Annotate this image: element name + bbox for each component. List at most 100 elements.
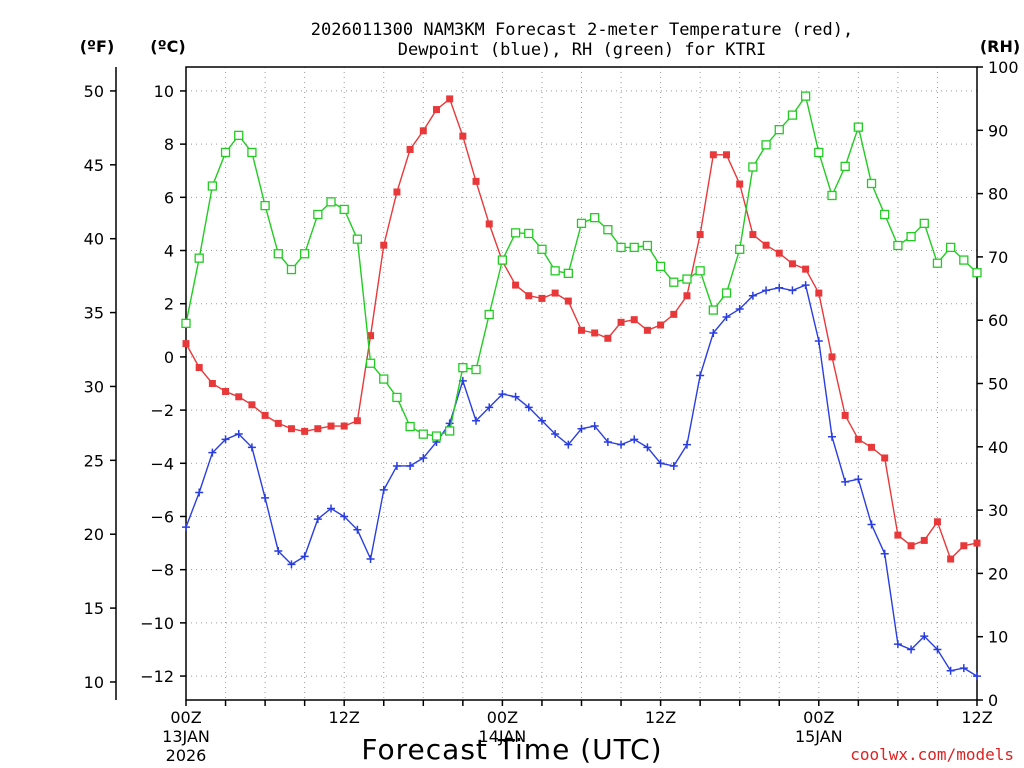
rh-point (352, 234, 363, 244)
2-meter-temperature-point (393, 188, 401, 196)
time-tick-label: 00Z (170, 708, 201, 727)
celsius-tick-label: −4 (150, 454, 174, 473)
rh-tick-label: 90 (988, 121, 1008, 140)
celsius-tick-label: 6 (164, 188, 174, 207)
dewpoint-point (327, 504, 336, 513)
fahrenheit-unit-label: (ºF) (80, 37, 115, 56)
2-meter-temperature-point (538, 294, 546, 302)
rh-point (959, 255, 969, 265)
chart-title-line1: 2026011300 NAM3KM Forecast 2-meter Tempe… (311, 20, 853, 40)
2-meter-temperature-point (947, 555, 955, 563)
2-meter-temperature-point (578, 326, 585, 334)
2-meter-temperature-point (670, 310, 678, 318)
rh-point (471, 364, 481, 375)
fahrenheit-tick-label: 40 (84, 230, 104, 249)
time-tick-label: 12Z (645, 708, 676, 727)
rh-point (181, 318, 191, 329)
dewpoint-point (682, 440, 691, 449)
dewpoint-point (524, 403, 533, 412)
fahrenheit-tick-label: 10 (84, 673, 104, 692)
celsius-tick-label: 4 (164, 242, 174, 261)
2-meter-temperature-point (195, 364, 203, 372)
rh-point (669, 277, 679, 287)
2-meter-temperature-point (881, 454, 889, 462)
2-meter-temperature-point (736, 180, 744, 188)
dewpoint-point (511, 392, 520, 401)
rh-point (326, 197, 336, 207)
dewpoint-point (182, 523, 190, 532)
2-meter-temperature-point (459, 132, 467, 140)
rh-tick-label: 80 (988, 185, 1008, 204)
rh-point (286, 264, 297, 275)
celsius-tick-label: 8 (164, 135, 174, 154)
dewpoint-point (379, 485, 388, 494)
rh-point (880, 209, 890, 220)
2-meter-temperature-point (261, 411, 269, 419)
rh-point (695, 266, 705, 276)
rh-point (787, 110, 798, 120)
dewpoint-point (617, 440, 626, 449)
dewpoint-point (788, 286, 797, 295)
dewpoint-point (656, 459, 665, 468)
dewpoint-point (827, 432, 836, 441)
dewpoint-point (920, 632, 929, 641)
fahrenheit-tick-label: 25 (84, 451, 104, 470)
rh-point (932, 258, 943, 268)
dewpoint-point (643, 443, 652, 452)
dewpoint-point (366, 555, 375, 564)
dewpoint-point (590, 422, 599, 431)
2-meter-temperature-point (512, 281, 520, 289)
rh-tick-label: 100 (988, 58, 1019, 77)
rh-point (220, 147, 231, 158)
rh-point (721, 288, 732, 298)
2-meter-temperature-point (815, 289, 823, 297)
2-meter-temperature-point (709, 151, 717, 159)
fahrenheit-tick-label: 15 (84, 599, 104, 618)
dewpoint-point (406, 461, 415, 470)
time-tick-label: 12Z (329, 708, 360, 727)
celsius-tick-label: −12 (140, 667, 174, 686)
rh-tick-label: 50 (988, 375, 1008, 394)
rh-point (682, 274, 692, 284)
fahrenheit-tick-label: 50 (84, 82, 104, 101)
2-meter-temperature-point (274, 419, 282, 427)
rh-point (642, 240, 653, 251)
rh-tick-label: 10 (988, 628, 1008, 647)
celsius-tick-label: 10 (154, 82, 174, 101)
credit-text: coolwx.com/models (850, 745, 1014, 764)
2-meter-temperature-point (907, 542, 915, 550)
dewpoint-point (867, 520, 876, 529)
series-layer (181, 91, 982, 681)
2-meter-temperature-point (472, 177, 480, 185)
rh-point (748, 162, 758, 172)
time-tick-label: 00Z (803, 708, 834, 727)
dewpoint-point (537, 416, 546, 425)
2-meter-temperature-point (314, 425, 322, 433)
celsius-tick-label: −2 (150, 401, 174, 420)
2-meter-temperature-point (894, 531, 902, 539)
2-meter-temperature-point (762, 241, 770, 249)
dewpoint-point (933, 645, 942, 654)
dewpoint-point (261, 493, 270, 502)
2-meter-temperature-point (723, 151, 731, 159)
rh-point (840, 161, 850, 172)
rh-point (299, 249, 310, 259)
dewpoint-point (313, 515, 322, 524)
dewpoint-point (287, 560, 296, 569)
2-meter-temperature-point (222, 387, 230, 395)
2-meter-temperature-point (419, 127, 427, 135)
2-meter-temperature-point (367, 332, 375, 340)
rh-point (655, 261, 666, 272)
2-meter-temperature-point (841, 411, 849, 419)
rh-point (234, 130, 244, 141)
2-meter-temperature-point (973, 539, 981, 547)
2-meter-temperature-point (432, 106, 440, 114)
rh-point (576, 218, 587, 229)
2-meter-temperature-point (208, 380, 216, 387)
dewpoint-point (221, 435, 230, 444)
rh-point (945, 242, 956, 253)
x-axis-title: Forecast Time (UTC) (361, 733, 662, 766)
dewpoint-point (630, 435, 639, 444)
